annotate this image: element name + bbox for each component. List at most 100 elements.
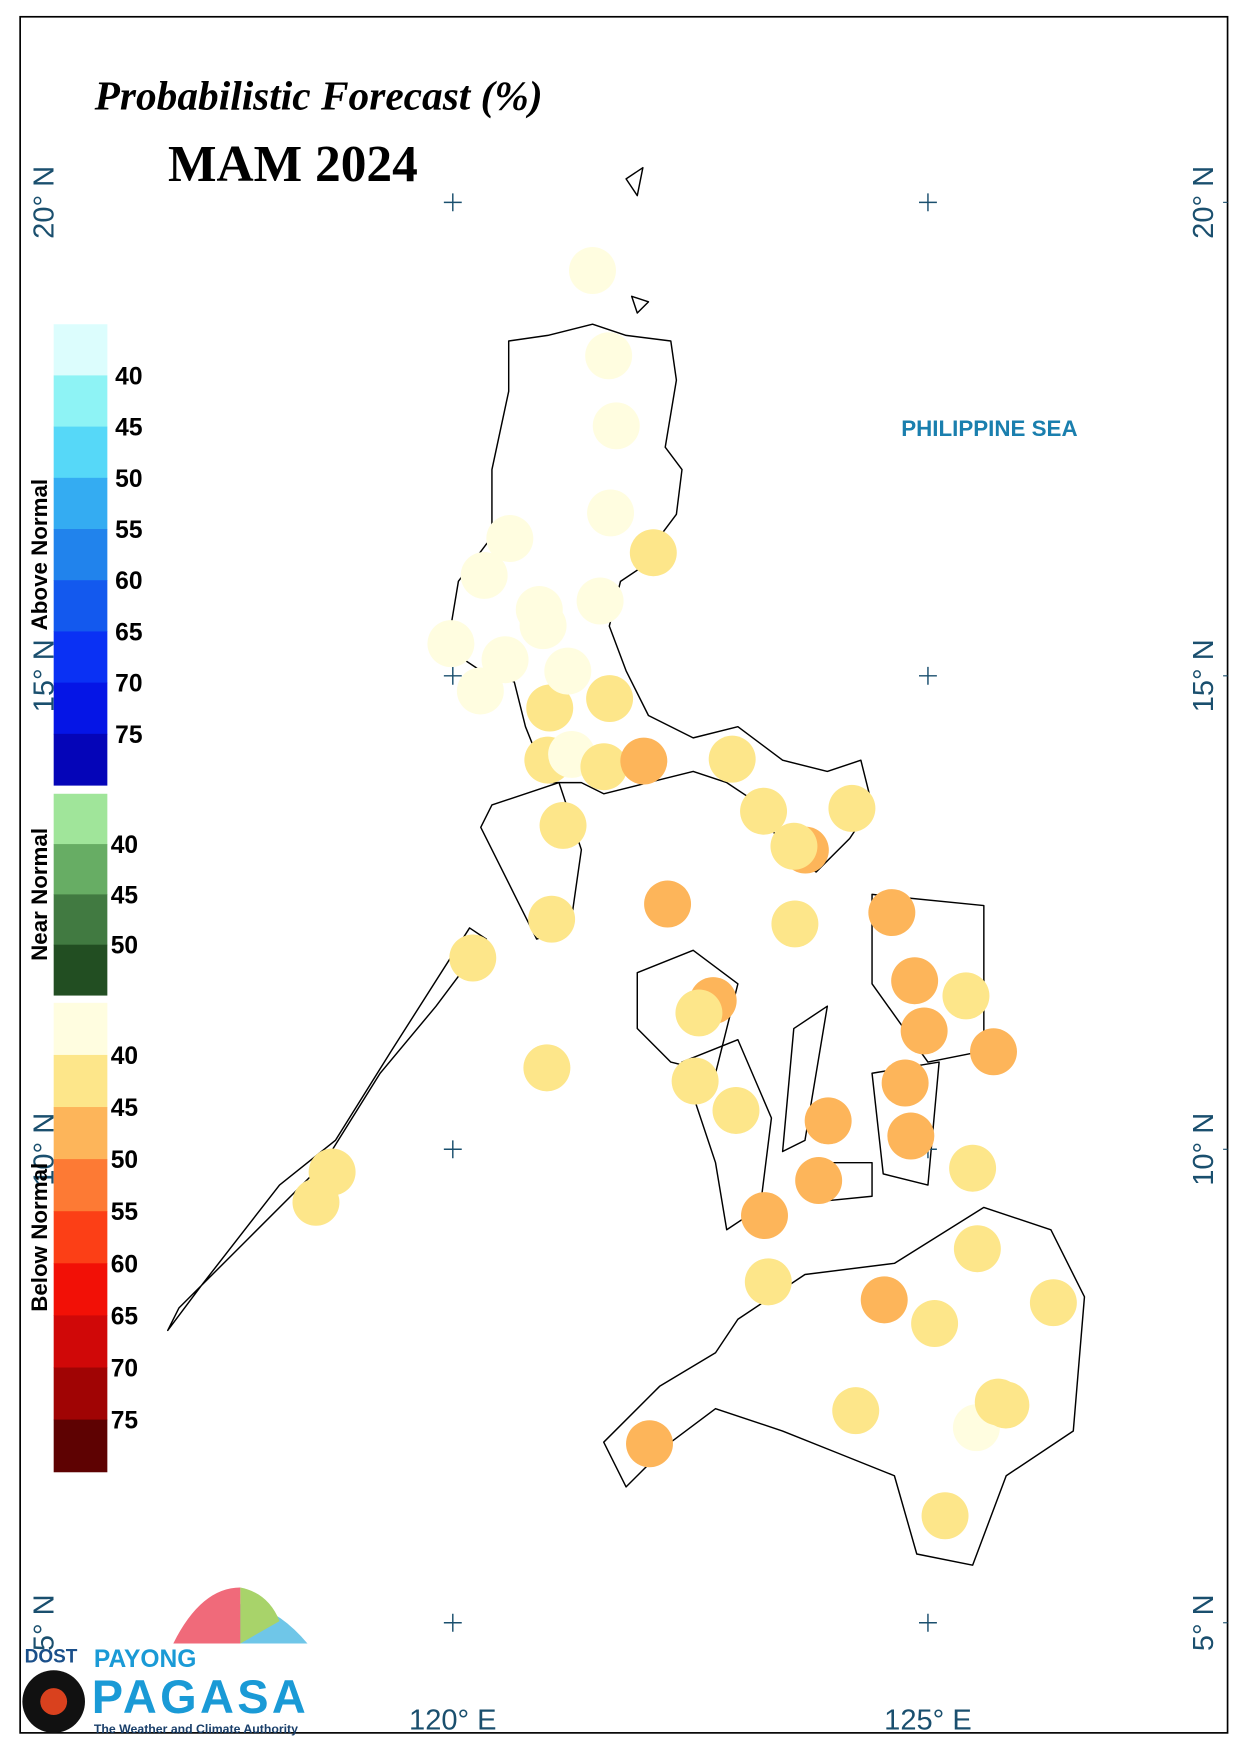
legend-tick-label: 40 <box>111 1043 138 1070</box>
station-dot <box>427 620 475 668</box>
graticule-cross <box>443 666 462 685</box>
station-dot <box>881 1059 929 1107</box>
graticule-cross <box>919 193 937 212</box>
legend-tick-label: 40 <box>115 363 142 390</box>
station-dot <box>671 1057 719 1105</box>
legend-tick-label: 40 <box>111 832 138 859</box>
lat-label: 5° N <box>1188 1594 1220 1651</box>
station-dot <box>526 684 574 732</box>
station-dot <box>804 1097 852 1145</box>
station-dot <box>828 784 876 832</box>
legend-swatch <box>53 793 108 845</box>
station-dot <box>539 801 587 849</box>
station-dot <box>519 602 567 650</box>
legend-tick-label: 55 <box>111 1199 138 1226</box>
legend-swatch <box>53 1107 108 1160</box>
logo-umbrella <box>173 1587 241 1644</box>
station-dot <box>708 735 756 783</box>
legend-swatch <box>53 324 108 376</box>
legend-swatch <box>53 1263 108 1316</box>
legend-tick-label: 70 <box>111 1355 138 1382</box>
legend-tick-label: 65 <box>111 1303 138 1330</box>
station-dot <box>832 1387 880 1435</box>
station-dot <box>626 1420 673 1468</box>
lat-label: 20° N <box>1188 166 1220 239</box>
legend-swatch <box>53 944 108 996</box>
station-dot <box>523 1044 571 1092</box>
legend-swatch <box>53 1002 108 1056</box>
station-dot <box>528 895 576 943</box>
station-dot <box>629 529 677 577</box>
logo-tagline: The Weather and Climate Authority <box>94 1722 298 1736</box>
map-subtitle: MAM 2024 <box>168 136 418 193</box>
logo: DOST PAYONG PAGASA The Weather and Clima… <box>22 1587 309 1736</box>
station-dot <box>292 1178 340 1226</box>
lon-label: 120° E <box>409 1705 497 1737</box>
station-dot <box>456 667 504 715</box>
legend-tick-label: 50 <box>115 466 142 493</box>
station-dot <box>587 489 635 537</box>
station-dot <box>644 880 692 928</box>
legend-tick-label: 60 <box>111 1251 138 1278</box>
station-dot <box>770 822 818 870</box>
legend-swatch <box>53 844 108 895</box>
legend-swatch <box>53 477 108 530</box>
station-dot <box>887 1112 935 1160</box>
station-dot <box>586 675 634 723</box>
station-dot <box>620 737 668 785</box>
station-dot <box>580 743 628 791</box>
legend-swatch <box>53 1054 108 1108</box>
map-title: Probabilistic Forecast (%) <box>94 73 543 120</box>
legend-group-title: Below Normal <box>27 1163 52 1312</box>
legend-swatch <box>53 529 108 581</box>
station-dot <box>771 900 819 948</box>
station-dot <box>569 247 616 295</box>
legend-swatch <box>53 426 108 479</box>
station-dot <box>740 787 788 835</box>
station-dot <box>486 515 534 562</box>
station-dot <box>942 972 990 1020</box>
legend-swatch <box>53 682 108 735</box>
logo-brand: PAGASA <box>92 1670 309 1723</box>
legend-tick-label: 50 <box>111 1147 138 1174</box>
legend-tick-label: 45 <box>111 1095 138 1122</box>
lat-label: 15° N <box>1188 639 1220 712</box>
station-dot <box>795 1157 843 1205</box>
station-dot <box>741 1192 788 1240</box>
station-dot <box>544 647 592 695</box>
lat-label: 5° N <box>29 1594 61 1651</box>
legend-tick-label: 65 <box>115 619 142 646</box>
station-dot <box>949 1144 997 1192</box>
map-frame <box>19 15 1229 1734</box>
legend-tick-label: 75 <box>115 722 142 749</box>
station-dot <box>982 1381 1030 1429</box>
station-dot <box>449 934 497 982</box>
legend-swatch <box>53 1367 108 1421</box>
legend-swatch <box>53 1211 108 1264</box>
logo-brand-top: PAYONG <box>94 1646 196 1673</box>
legend-swatch <box>53 733 108 786</box>
legend-tick-label: 75 <box>111 1408 138 1435</box>
station-dot <box>953 1225 1001 1273</box>
graticule-cross <box>443 193 462 212</box>
legend-tick-label: 70 <box>115 671 142 698</box>
legend-swatch <box>53 1419 108 1473</box>
legend-swatch <box>53 631 108 684</box>
sea-label: PHILIPPINE SEA <box>901 416 1077 441</box>
legend-tick-label: 45 <box>115 415 142 442</box>
graticule-cross <box>443 1140 462 1159</box>
lon-label: 125° E <box>884 1705 972 1737</box>
station-dot <box>970 1028 1017 1076</box>
legend-tick-label: 50 <box>111 933 138 960</box>
station-dot <box>744 1258 792 1306</box>
legend-tick-label: 45 <box>111 882 138 909</box>
legend-tick-label: 60 <box>115 568 142 595</box>
legend-tick-label: 55 <box>115 517 142 544</box>
legend-swatch <box>53 375 108 428</box>
station-dot <box>900 1007 948 1055</box>
station-dot <box>712 1086 760 1134</box>
lat-label: 10° N <box>1188 1113 1220 1186</box>
station-dot <box>675 989 723 1037</box>
graticule-cross <box>919 666 937 685</box>
